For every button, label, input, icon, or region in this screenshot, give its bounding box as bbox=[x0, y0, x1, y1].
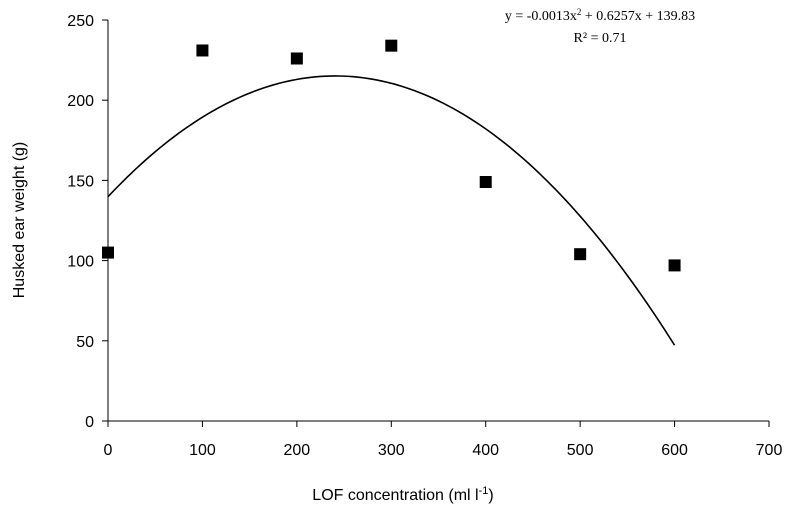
x-tick-label: 500 bbox=[567, 442, 594, 459]
x-tick-label: 0 bbox=[104, 442, 113, 459]
r-squared-label: R² = 0.71 bbox=[574, 31, 627, 46]
data-point bbox=[102, 246, 114, 259]
data-point bbox=[385, 39, 398, 52]
x-tick-label: 600 bbox=[661, 442, 688, 459]
data-point bbox=[196, 44, 209, 57]
x-tick-label: 700 bbox=[756, 442, 783, 459]
x-tick-label: 200 bbox=[284, 442, 311, 459]
x-axis-title-main: LOF concentration (ml l bbox=[312, 487, 478, 504]
y-tick-label: 0 bbox=[85, 414, 94, 431]
y-tick-label: 50 bbox=[76, 334, 94, 351]
x-axis-title-superscript: -1 bbox=[479, 485, 489, 497]
equation-superscript: 2 bbox=[577, 7, 582, 17]
equation-label: y = -0.0013x2 + 0.6257x + 139.83 bbox=[505, 7, 695, 24]
y-tick-label: 100 bbox=[67, 254, 94, 271]
y-tick-label: 150 bbox=[67, 173, 94, 190]
data-point bbox=[574, 248, 587, 261]
x-tick-label: 300 bbox=[378, 442, 405, 459]
y-tick-label: 200 bbox=[67, 93, 94, 110]
data-point bbox=[668, 259, 681, 272]
data-points bbox=[102, 39, 681, 272]
equation-main: y = -0.0013x bbox=[505, 9, 577, 24]
tick-labels: 0 100 200 300 400 500 600 700 0 50 100 150 200 250 bbox=[67, 13, 782, 459]
data-point bbox=[479, 176, 492, 189]
y-axis-title: Husked ear weight (g) bbox=[11, 142, 28, 299]
ticks bbox=[102, 19, 770, 427]
x-tick-label: 400 bbox=[472, 442, 499, 459]
x-tick-label: 100 bbox=[189, 442, 216, 459]
x-axis-title-close: ) bbox=[488, 487, 493, 504]
y-tick-label: 250 bbox=[67, 13, 94, 30]
axes bbox=[107, 20, 769, 422]
equation-rest: + 0.6257x + 139.83 bbox=[581, 9, 695, 24]
trendline bbox=[107, 75, 676, 346]
data-point bbox=[290, 52, 303, 65]
x-axis-title: LOF concentration (ml l-1) bbox=[312, 485, 493, 504]
